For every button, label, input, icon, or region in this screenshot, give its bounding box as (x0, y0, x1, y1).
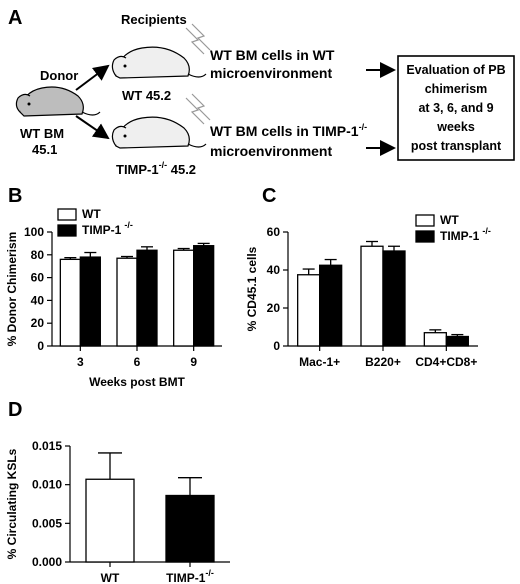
legend-swatch (415, 214, 435, 227)
arrow-to-timp (75, 115, 110, 140)
legend-label: TIMP-1 -/- (82, 220, 133, 237)
legend-label-text: TIMP-1 (440, 229, 480, 243)
y-tick-label: 60 (31, 271, 45, 285)
bar (445, 335, 469, 347)
y-tick-label: 0 (273, 339, 280, 353)
y-tick-label: 0.005 (32, 516, 62, 530)
x-tick-label-text: TIMP-1 (166, 571, 206, 584)
chart-d: 0.000 0.005 0.010 0.015 % Circulating KSLs WT… (5, 439, 230, 584)
legend-label: WT (440, 213, 459, 227)
x-tick-label: B220+ (365, 355, 401, 369)
recipient-timp-mouse-icon (111, 116, 207, 149)
x-tick-label-text: 3 (77, 355, 84, 369)
legend-swatch (57, 208, 77, 221)
chart-c: 0 20 40 60 % CD45.1 cells Mac-1+ B220+ CD4+CD8+… (245, 213, 491, 369)
bar (297, 274, 321, 347)
desc-wt-line1: WT BM cells in WT (210, 47, 335, 63)
evaluation-text: Evaluation of PB chimerism at 3, 6, and 9 w… (406, 63, 505, 153)
bar (360, 245, 384, 347)
evaluation-line: post transplant (411, 139, 502, 153)
donor-mouse-icon (15, 86, 101, 117)
donor-line1: WT BM (20, 126, 64, 141)
panel-d-letter: D (8, 399, 22, 421)
recipients-label: Recipients (121, 12, 187, 27)
bar (116, 257, 138, 347)
bar (319, 264, 343, 347)
y-tick-label: 0.000 (32, 555, 62, 569)
evaluation-line: weeks (436, 120, 475, 134)
desc-timp-line1: WT BM cells in TIMP-1-/- (210, 122, 367, 139)
x-tick-label: 9 (190, 355, 197, 369)
x-tick-label-sup: -/- (205, 568, 214, 578)
y-tick-label: 60 (267, 225, 281, 239)
y-tick-label: 80 (31, 248, 45, 262)
panel-a: A Recipients Donor WT BM 45.1 WT 45.2 (8, 7, 515, 177)
bar (173, 249, 195, 347)
y-tick-label: 20 (267, 301, 281, 315)
y-tick-label: 20 (31, 316, 45, 330)
bar (85, 478, 135, 563)
x-tick-label-text: 9 (190, 355, 197, 369)
y-tick-label: 40 (31, 293, 45, 307)
evaluation-box (397, 55, 515, 161)
desc-wt-line2: microenvironment (210, 65, 332, 81)
x-tick-label-text: WT (101, 571, 120, 584)
evaluation-line: chimerism (425, 82, 488, 96)
evaluation-line: at 3, 6, and 9 (418, 101, 493, 115)
legend-label-sup: -/- (482, 226, 491, 236)
legend-label: TIMP-1 -/- (440, 226, 491, 243)
x-tick-label: Mac-1+ (299, 355, 340, 369)
bar (423, 332, 447, 347)
bar (136, 249, 158, 347)
chart-b: 0 20 40 60 80 100 % Donor Chimerism 3 6 9 Weeks po… (5, 207, 222, 389)
panel-c-letter: C (262, 185, 276, 207)
legend-label-sup: -/- (124, 220, 133, 230)
legend-label: WT (82, 207, 101, 221)
x-tick-label-text: B220+ (365, 355, 401, 369)
recipient-wt-label: WT 45.2 (122, 88, 171, 103)
recipient-wt-mouse-icon (111, 46, 207, 79)
x-axis-label: Weeks post BMT (89, 375, 185, 389)
donor-label: Donor (40, 68, 78, 83)
x-tick-label: 3 (77, 355, 84, 369)
radiation-bolt-icon (185, 23, 211, 55)
x-tick-label: TIMP-1-/- (166, 568, 214, 584)
bar (193, 245, 215, 347)
bar (79, 256, 101, 347)
y-axis-label: % Donor Chimerism (5, 232, 19, 347)
x-tick-label: CD4+CD8+ (415, 355, 477, 369)
legend-swatch (415, 230, 435, 243)
y-tick-label: 0 (37, 339, 44, 353)
radiation-bolt-icon (185, 93, 211, 125)
y-tick-label: 0.010 (32, 478, 62, 492)
x-tick-label: WT (101, 571, 120, 584)
bar (165, 494, 215, 563)
y-axis-label: % Circulating KSLs (5, 448, 19, 559)
bar (59, 258, 81, 347)
y-tick-label: 100 (24, 225, 44, 239)
y-tick-label: 0.015 (32, 439, 62, 453)
bar (382, 250, 406, 347)
x-tick-label-text: Mac-1+ (299, 355, 340, 369)
y-axis-label: % CD45.1 cells (245, 246, 259, 331)
y-tick-label: 40 (267, 263, 281, 277)
donor-line2: 45.1 (32, 142, 57, 157)
x-tick-label: 6 (134, 355, 141, 369)
evaluation-line: Evaluation of PB (406, 63, 505, 77)
legend-label-text: TIMP-1 (82, 223, 122, 237)
recipient-timp-label: TIMP-1-/- 45.2 (116, 160, 196, 177)
x-tick-label-text: 6 (134, 355, 141, 369)
arrow-to-wt (75, 64, 110, 91)
legend-label-text: WT (82, 207, 101, 221)
x-tick-label-text: CD4+CD8+ (415, 355, 477, 369)
legend-swatch (57, 224, 77, 237)
panel-b-letter: B (8, 185, 22, 207)
legend-label-text: WT (440, 213, 459, 227)
desc-timp-line2: microenvironment (210, 143, 332, 159)
panel-a-letter: A (8, 7, 22, 29)
